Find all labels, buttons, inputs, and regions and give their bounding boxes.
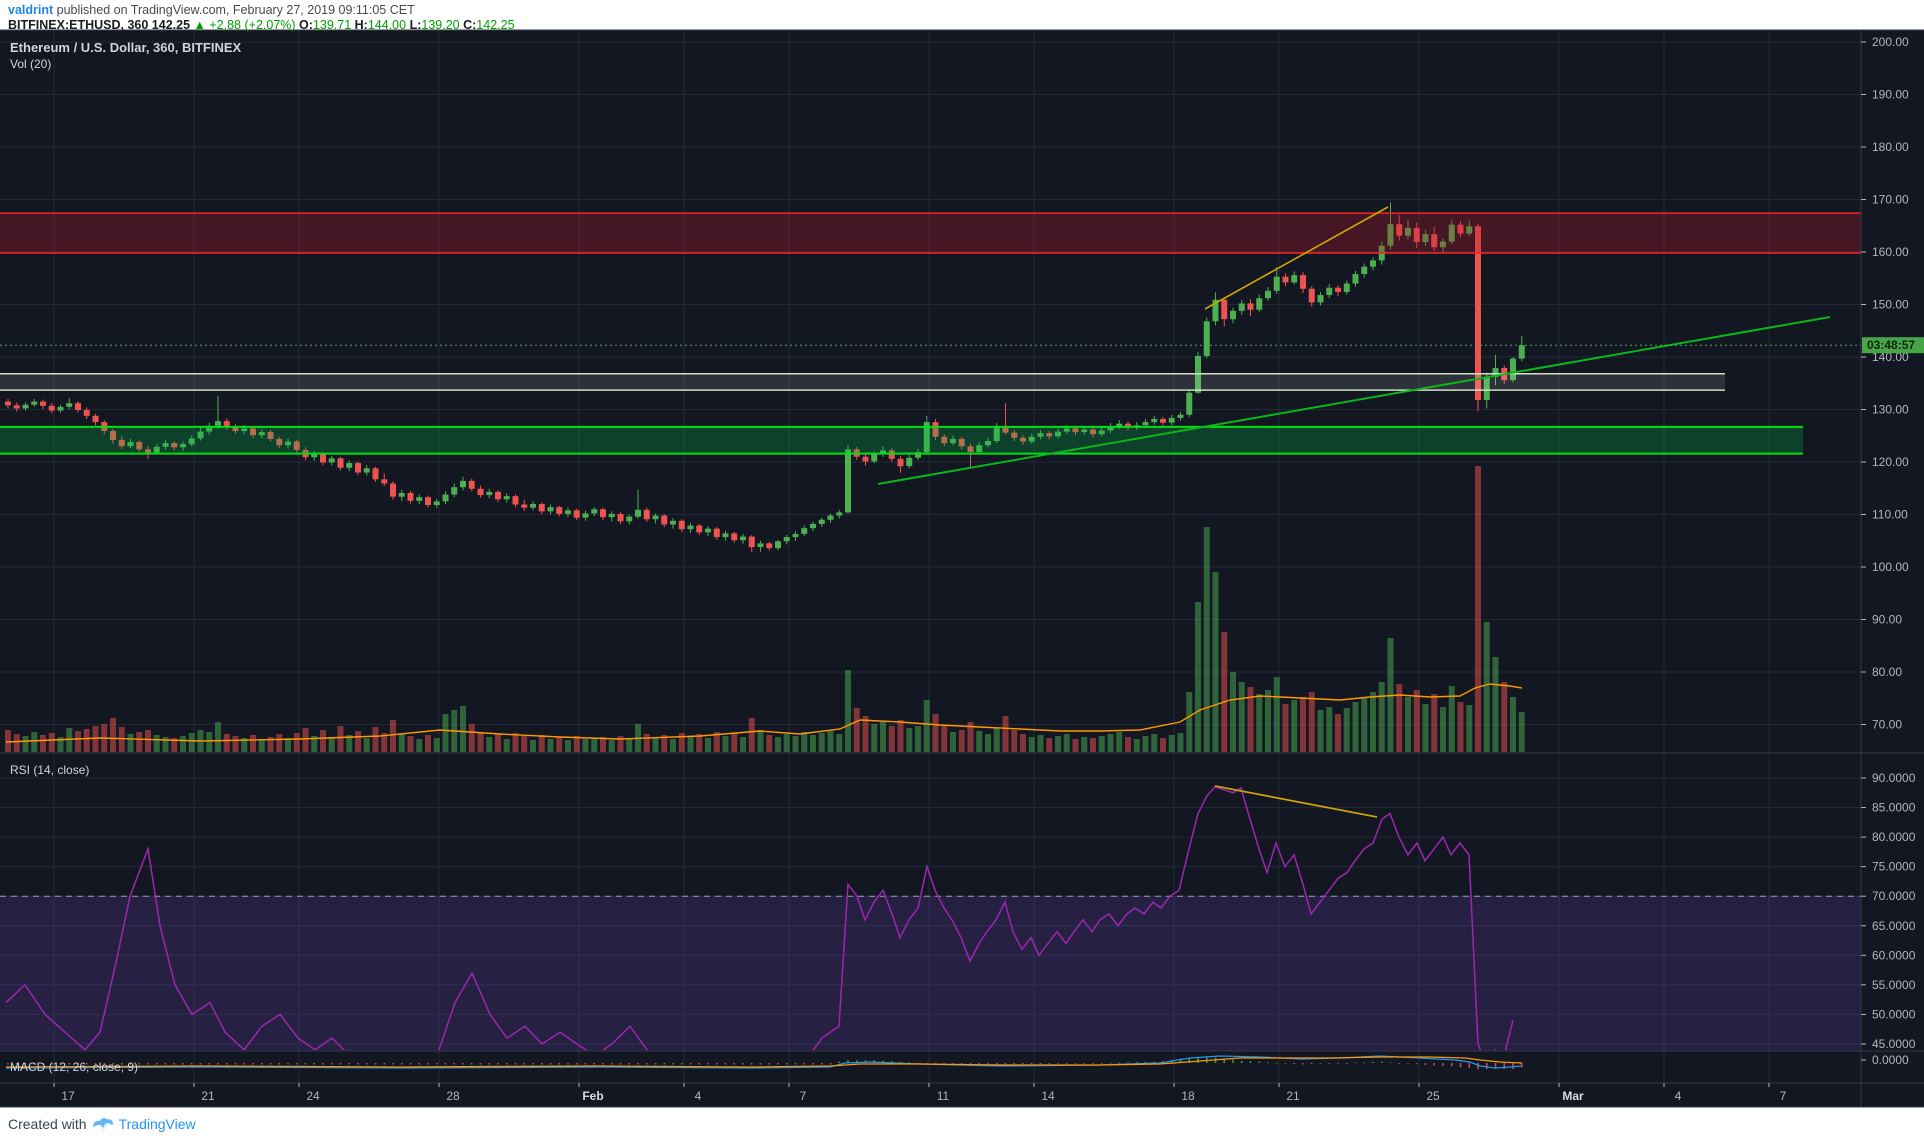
svg-text:100.00: 100.00	[1872, 560, 1909, 574]
footer: Created with TradingView	[8, 1116, 196, 1132]
svg-text:45.0000: 45.0000	[1872, 1037, 1916, 1051]
svg-text:90.00: 90.00	[1872, 613, 1902, 627]
svg-text:85.0000: 85.0000	[1872, 801, 1916, 815]
svg-text:18: 18	[1181, 1089, 1195, 1103]
tradingview-link[interactable]: TradingView	[118, 1116, 196, 1132]
publish-info: valdrint published on TradingView.com, F…	[8, 3, 415, 17]
svg-text:Feb: Feb	[582, 1089, 603, 1103]
low-value: 139.20	[421, 18, 460, 32]
svg-text:70.0000: 70.0000	[1872, 889, 1916, 903]
svg-text:4: 4	[1675, 1089, 1682, 1103]
svg-text:Ethereum / U.S. Dollar, 360, B: Ethereum / U.S. Dollar, 360, BITFINEX	[10, 40, 242, 55]
svg-text:0.0000: 0.0000	[1872, 1053, 1909, 1067]
svg-text:55.0000: 55.0000	[1872, 978, 1916, 992]
up-arrow-icon: ▲	[193, 18, 206, 32]
svg-text:130.00: 130.00	[1872, 403, 1909, 417]
price-change: +2.88 (+2.07%)	[209, 18, 296, 32]
svg-text:03:48:57: 03:48:57	[1867, 338, 1915, 352]
svg-text:180.00: 180.00	[1872, 140, 1909, 154]
last-price: 142.25	[151, 18, 191, 32]
svg-text:190.00: 190.00	[1872, 88, 1909, 102]
svg-text:14: 14	[1041, 1089, 1055, 1103]
svg-text:140.00: 140.00	[1872, 350, 1909, 364]
svg-text:4: 4	[695, 1089, 702, 1103]
svg-text:90.0000: 90.0000	[1872, 771, 1916, 785]
svg-text:160.00: 160.00	[1872, 245, 1909, 259]
created-with-label: Created with	[8, 1116, 87, 1132]
author-link[interactable]: valdrint	[8, 3, 54, 17]
svg-text:24: 24	[306, 1089, 320, 1103]
open-label: O:	[299, 18, 313, 32]
svg-text:28: 28	[446, 1089, 460, 1103]
svg-text:80.0000: 80.0000	[1872, 830, 1916, 844]
svg-text:Vol (20): Vol (20)	[10, 57, 51, 71]
svg-text:170.00: 170.00	[1872, 193, 1909, 207]
svg-text:7: 7	[1780, 1089, 1787, 1103]
svg-text:110.00: 110.00	[1872, 508, 1908, 522]
svg-text:21: 21	[201, 1089, 215, 1103]
svg-text:RSI (14, close): RSI (14, close)	[10, 763, 89, 777]
svg-text:17: 17	[61, 1089, 75, 1103]
open-value: 139.71	[312, 18, 352, 32]
publish-text: published on TradingView.com, February 2…	[56, 3, 415, 17]
svg-text:60.0000: 60.0000	[1872, 948, 1916, 962]
svg-text:75.0000: 75.0000	[1872, 860, 1916, 874]
svg-text:MACD (12, 26, close, 9): MACD (12, 26, close, 9)	[10, 1060, 138, 1074]
high-label: H:	[354, 18, 368, 32]
svg-text:80.00: 80.00	[1872, 665, 1902, 679]
high-value: 144.00	[367, 18, 407, 32]
tradingview-logo-icon	[92, 1118, 113, 1131]
svg-text:50.0000: 50.0000	[1872, 1007, 1916, 1021]
symbol-ohlc-bar: BITFINEX:ETHUSD, 360 142.25 ▲ +2.88 (+2.…	[8, 18, 515, 32]
close-label: C:	[463, 18, 477, 32]
svg-text:7: 7	[800, 1089, 807, 1103]
svg-text:11: 11	[937, 1089, 950, 1103]
close-value: 142.25	[476, 18, 515, 32]
low-label: L:	[409, 18, 422, 32]
svg-text:65.0000: 65.0000	[1872, 919, 1916, 933]
svg-text:70.00: 70.00	[1872, 718, 1902, 732]
symbol-label: BITFINEX:ETHUSD, 360	[8, 18, 149, 32]
svg-text:120.00: 120.00	[1872, 455, 1909, 469]
svg-text:Mar: Mar	[1562, 1089, 1584, 1103]
svg-text:200.00: 200.00	[1872, 35, 1909, 49]
svg-text:150.00: 150.00	[1872, 298, 1909, 312]
svg-text:21: 21	[1286, 1089, 1300, 1103]
svg-text:25: 25	[1426, 1089, 1440, 1103]
